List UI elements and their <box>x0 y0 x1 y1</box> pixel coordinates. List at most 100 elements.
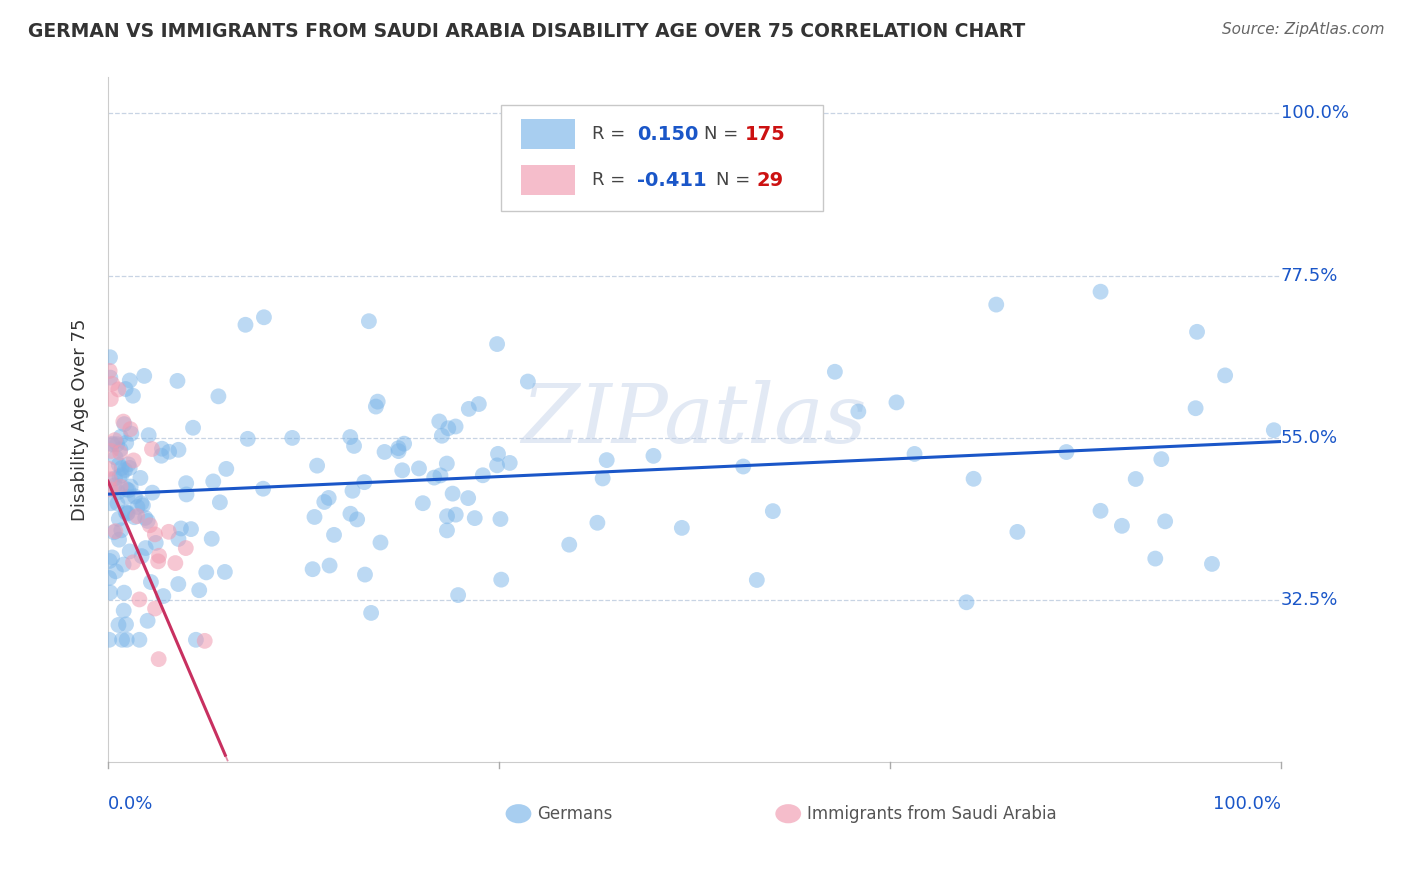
Point <box>1007 524 1029 539</box>
Point <box>104 471 127 485</box>
Point <box>98 571 121 585</box>
Point <box>114 382 136 396</box>
Text: 0.150: 0.150 <box>637 125 699 144</box>
Text: 77.5%: 77.5% <box>1281 267 1339 285</box>
Point <box>301 562 323 576</box>
Point <box>824 365 846 379</box>
Point <box>1213 368 1236 383</box>
Point <box>457 491 479 505</box>
Point <box>148 549 170 563</box>
Point <box>643 449 665 463</box>
Point <box>423 470 446 484</box>
Point <box>318 558 340 573</box>
Point <box>1154 514 1177 528</box>
Text: R =: R = <box>592 171 631 189</box>
Point <box>167 577 190 591</box>
Point <box>201 532 224 546</box>
Point <box>208 495 231 509</box>
Point <box>188 583 211 598</box>
Point <box>128 592 150 607</box>
Point <box>339 430 361 444</box>
Point <box>586 516 609 530</box>
Point <box>215 462 238 476</box>
Point <box>343 439 366 453</box>
Point <box>152 589 174 603</box>
Point <box>364 400 387 414</box>
Point <box>174 476 197 491</box>
Point <box>112 417 135 431</box>
Point <box>98 585 121 599</box>
Point <box>1125 472 1147 486</box>
Point <box>127 509 149 524</box>
Point <box>134 511 156 525</box>
Point <box>108 512 131 526</box>
Point <box>108 445 131 459</box>
Point <box>367 394 389 409</box>
Point <box>110 468 132 483</box>
Text: 32.5%: 32.5% <box>1281 591 1339 609</box>
Point <box>110 523 132 537</box>
Point <box>104 450 127 465</box>
Point <box>98 370 121 384</box>
Point <box>148 652 170 666</box>
Point <box>471 468 494 483</box>
Point <box>252 482 274 496</box>
Point <box>499 456 522 470</box>
Point <box>122 555 145 569</box>
Point <box>108 533 131 547</box>
Point <box>141 442 163 456</box>
Text: Source: ZipAtlas.com: Source: ZipAtlas.com <box>1222 22 1385 37</box>
Point <box>107 485 129 500</box>
Point <box>1150 452 1173 467</box>
Point <box>962 472 984 486</box>
Point <box>1111 518 1133 533</box>
Point <box>174 541 197 555</box>
Point <box>846 404 869 418</box>
Point <box>112 415 135 429</box>
Point <box>354 567 377 582</box>
Point <box>114 463 136 477</box>
Point <box>1201 557 1223 571</box>
Point <box>104 433 127 447</box>
Point <box>124 490 146 504</box>
Point <box>430 429 453 443</box>
Point <box>447 588 470 602</box>
Point <box>117 506 139 520</box>
Point <box>387 444 409 458</box>
Point <box>101 550 124 565</box>
Point <box>357 314 380 328</box>
Point <box>387 441 409 455</box>
Point <box>167 442 190 457</box>
Point <box>235 318 257 332</box>
Point <box>100 392 122 406</box>
Point <box>180 522 202 536</box>
Point <box>108 458 131 472</box>
Point <box>112 585 135 599</box>
Point <box>110 430 132 444</box>
FancyBboxPatch shape <box>501 105 824 211</box>
Point <box>374 445 396 459</box>
Point <box>444 508 467 522</box>
Point <box>122 453 145 467</box>
Point <box>489 573 512 587</box>
Point <box>134 368 156 383</box>
Point <box>101 436 124 450</box>
Point <box>103 525 125 540</box>
Point <box>429 468 451 483</box>
Text: Germans: Germans <box>537 805 613 822</box>
Point <box>516 375 538 389</box>
Point <box>1090 285 1112 299</box>
Text: 100.0%: 100.0% <box>1281 104 1348 122</box>
Point <box>98 472 121 486</box>
Point <box>114 505 136 519</box>
Point <box>236 432 259 446</box>
Point <box>281 431 304 445</box>
Point <box>253 310 276 325</box>
Point <box>100 496 122 510</box>
Point <box>1185 325 1208 339</box>
Point <box>444 419 467 434</box>
Point <box>323 528 346 542</box>
Point <box>112 558 135 572</box>
Point <box>157 524 180 539</box>
Point <box>1144 551 1167 566</box>
